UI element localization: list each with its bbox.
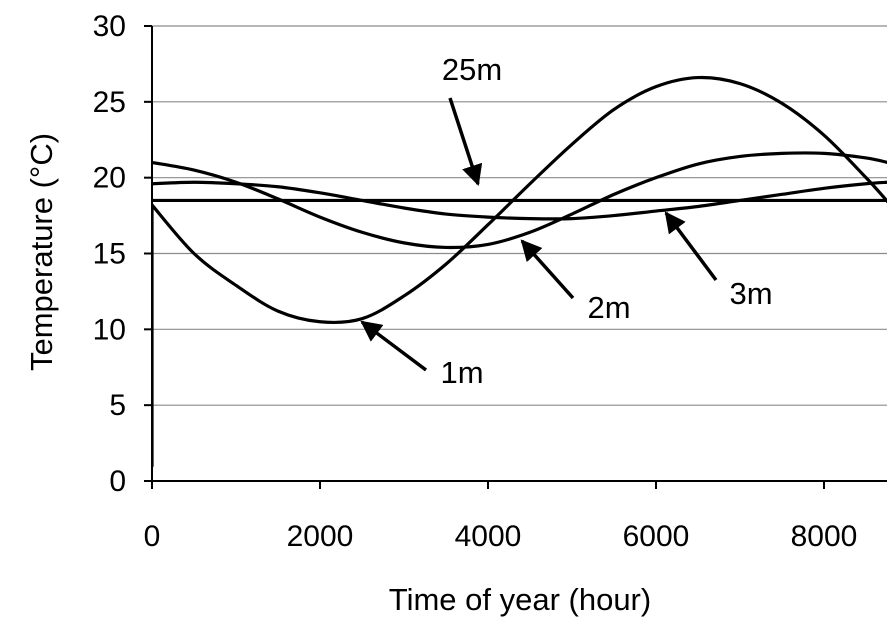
annotation-label-25m: 25m	[442, 52, 502, 87]
axes	[144, 25, 887, 489]
arrow-1m	[360, 320, 428, 372]
x-tick-label-6000: 6000	[623, 520, 690, 553]
x-tick-label-0: 0	[144, 520, 161, 553]
y-tick-labels: 0 5 10 15 20 25 30	[93, 10, 126, 498]
series-group	[152, 75, 887, 468]
y-tick-label-20: 20	[93, 162, 126, 195]
y-tick-label-15: 15	[93, 238, 126, 271]
arrow-3m	[664, 211, 718, 282]
x-tick-label-4000: 4000	[455, 520, 522, 553]
annotations: 25m 2m 3m 1m	[360, 52, 773, 390]
x-axis-title: Time of year (hour)	[389, 582, 651, 617]
arrow-25m	[448, 97, 483, 186]
y-tick-label-0: 0	[109, 465, 126, 498]
y-tick-label-25: 25	[93, 86, 126, 119]
x-tick-labels: 0 2000 4000 6000 8000	[144, 520, 858, 553]
y-tick-label-10: 10	[93, 313, 126, 346]
series-line-3m	[152, 180, 887, 221]
x-tick-label-2000: 2000	[287, 520, 354, 553]
y-tick-label-30: 30	[93, 10, 126, 43]
y-axis-title: Temperature (°C)	[24, 133, 59, 371]
series-line-1m	[152, 75, 887, 325]
y-tick-label-5: 5	[109, 389, 126, 422]
annotation-label-3m: 3m	[729, 276, 772, 311]
arrow-2m	[520, 239, 575, 300]
x-tick-label-8000: 8000	[791, 520, 858, 553]
annotation-label-1m: 1m	[440, 355, 483, 390]
grid-lines	[152, 25, 887, 406]
annotation-label-2m: 2m	[587, 290, 630, 325]
